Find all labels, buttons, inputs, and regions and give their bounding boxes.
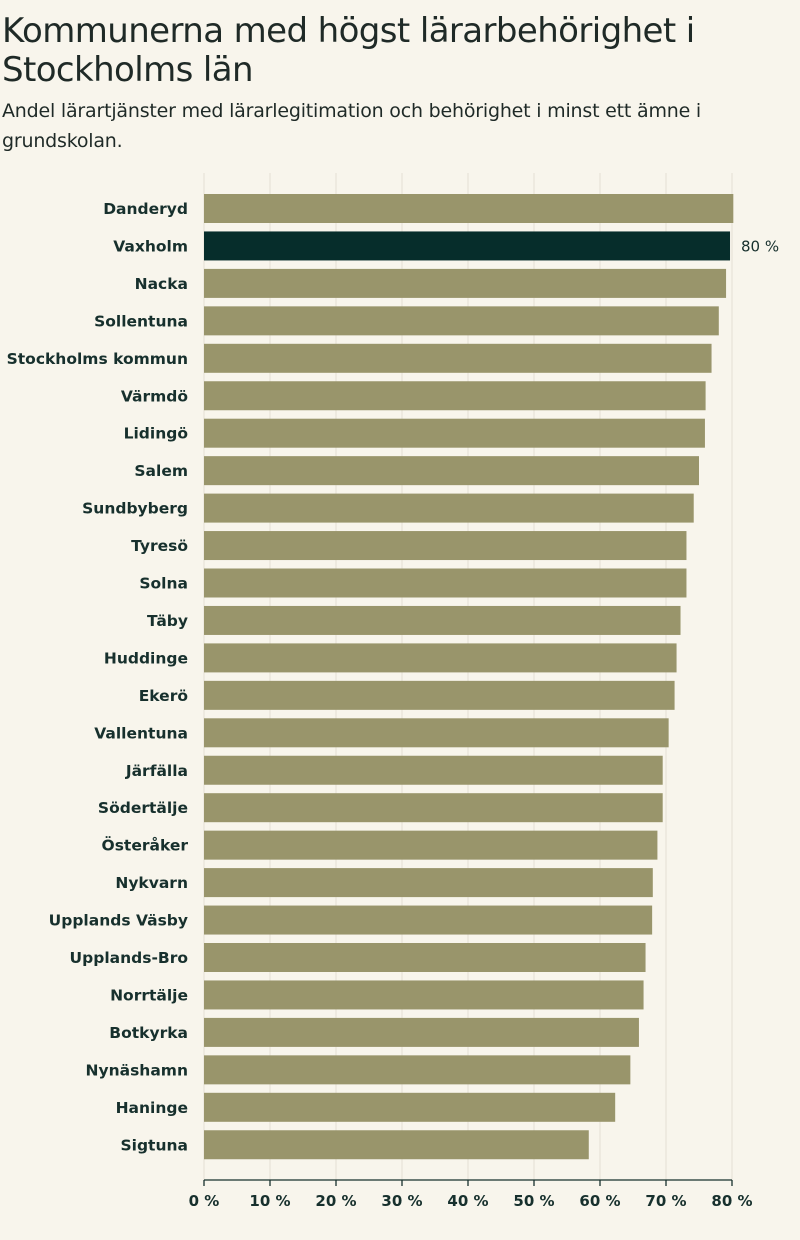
category-label: Upplands-Bro <box>70 949 188 967</box>
category-label: Nynäshamn <box>86 1061 188 1079</box>
category-label: Solna <box>139 575 188 593</box>
category-label: Lidingö <box>124 425 188 443</box>
category-label: Upplands Väsby <box>49 912 188 930</box>
bar <box>204 980 644 1010</box>
category-label: Tyresö <box>131 537 188 555</box>
bar <box>204 755 663 785</box>
x-tick-label: 20 % <box>315 1192 356 1210</box>
bar <box>204 718 669 748</box>
bar <box>204 306 719 336</box>
category-label: Ekerö <box>139 687 188 705</box>
bar <box>204 343 712 373</box>
x-tick-label: 80 % <box>711 1192 752 1210</box>
bar <box>204 793 663 823</box>
bar <box>204 905 653 935</box>
category-label: Botkyrka <box>109 1024 188 1042</box>
data-label: 80 % <box>741 237 779 255</box>
bar <box>204 1055 631 1085</box>
category-label: Sollentuna <box>94 312 188 330</box>
x-tick-label: 0 % <box>189 1192 220 1210</box>
bar <box>204 830 658 860</box>
category-label: Järfälla <box>125 762 188 780</box>
bar <box>204 1092 616 1122</box>
bar <box>204 268 727 298</box>
category-label: Täby <box>147 612 188 630</box>
category-label: Salem <box>134 462 188 480</box>
bar <box>204 456 699 486</box>
bar <box>204 231 731 261</box>
category-label: Södertälje <box>98 799 188 817</box>
bar <box>204 531 687 561</box>
x-tick-label: 50 % <box>513 1192 554 1210</box>
category-label: Stockholms kommun <box>7 350 188 368</box>
x-tick-label: 40 % <box>447 1192 488 1210</box>
category-label: Nacka <box>135 275 188 293</box>
bar <box>204 868 653 898</box>
bar <box>204 493 694 523</box>
bar <box>204 943 646 972</box>
category-label: Huddinge <box>104 649 188 667</box>
bar <box>204 605 681 635</box>
bar <box>204 194 734 223</box>
category-label: Vaxholm <box>113 237 188 255</box>
bar <box>204 1017 639 1047</box>
bar <box>204 381 706 411</box>
category-label: Sigtuna <box>120 1136 188 1154</box>
category-label: Sundbyberg <box>82 500 188 518</box>
bar <box>204 643 677 673</box>
category-label: Haninge <box>116 1099 188 1117</box>
category-label: Värmdö <box>121 387 188 405</box>
category-label: Danderyd <box>103 200 188 218</box>
chart-subtitle: Andel lärartjänster med lärarlegitimatio… <box>2 100 702 152</box>
x-tick-label: 70 % <box>645 1192 686 1210</box>
bar <box>204 568 687 598</box>
x-tick-label: 30 % <box>381 1192 422 1210</box>
x-tick-label: 10 % <box>249 1192 290 1210</box>
bar <box>204 418 705 448</box>
category-label: Norrtälje <box>110 986 188 1004</box>
chart-title: Kommunerna med högst lärarbehörighet i S… <box>2 11 695 90</box>
category-label: Nykvarn <box>115 874 188 892</box>
bar <box>204 1130 589 1160</box>
bar <box>204 680 675 710</box>
category-label: Österåker <box>102 836 189 855</box>
category-label: Vallentuna <box>94 724 188 742</box>
x-tick-label: 60 % <box>579 1192 620 1210</box>
